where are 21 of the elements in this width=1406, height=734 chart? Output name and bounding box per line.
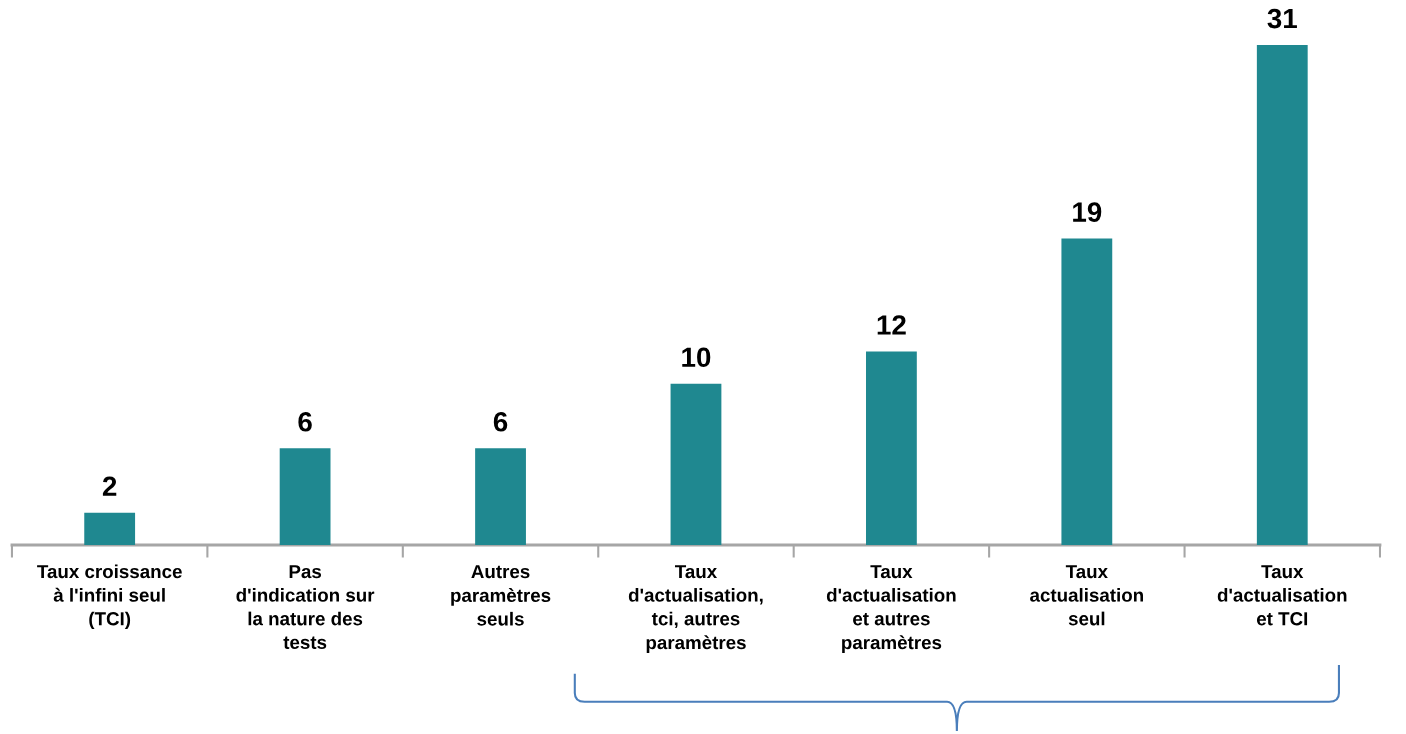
- x-tick-label: Taux croissance à l'infini seul (TCI): [37, 564, 182, 630]
- data-label: 12: [877, 315, 906, 335]
- bar: [475, 448, 526, 545]
- x-tick-label: Taux actualisation seul: [1030, 565, 1143, 626]
- data-label: 6: [493, 411, 508, 432]
- data-label: 6: [298, 411, 312, 432]
- bar: [1061, 238, 1113, 545]
- x-tick-label: Taux d'actualisation, tci, autres paramètres: [628, 565, 763, 653]
- x-tick-label: Pas d'indication sur la nature des tests: [236, 565, 375, 649]
- bar: [866, 351, 917, 545]
- bar: [1256, 45, 1308, 545]
- data-label: 10: [682, 347, 711, 368]
- x-tick-label: Taux d'actualisation et TCI: [1217, 565, 1347, 626]
- bar: [279, 448, 331, 545]
- data-label: 31: [1267, 8, 1297, 29]
- bar: [670, 383, 722, 545]
- data-label: 2: [102, 476, 117, 496]
- bar: [84, 512, 136, 545]
- x-tick-label: Taux d'actualisation et autres paramètres: [826, 565, 956, 653]
- data-label: 19: [1073, 202, 1102, 222]
- x-tick-label: Autres paramètres seuls: [451, 565, 551, 626]
